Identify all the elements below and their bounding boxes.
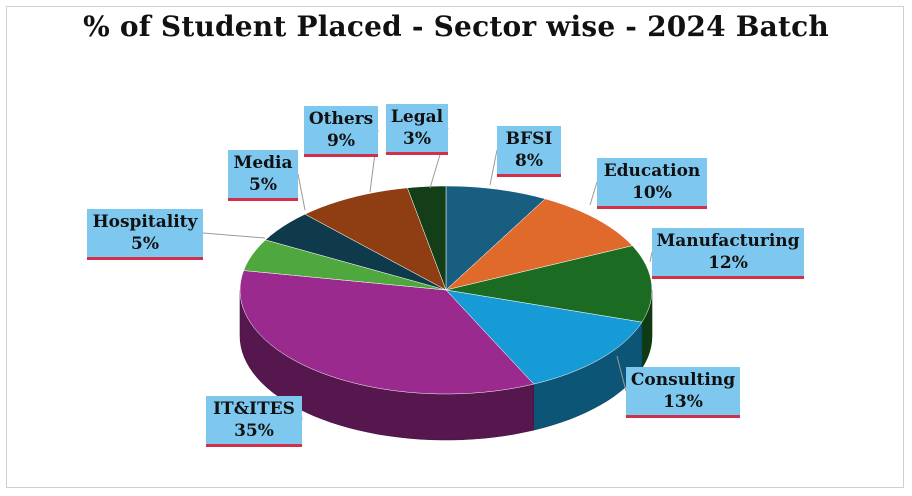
data-label-value: 5% bbox=[249, 175, 277, 195]
pie-slice-bfsi bbox=[445, 185, 546, 291]
data-label-consulting: Consulting 13% bbox=[626, 367, 740, 418]
data-label-category: Manufacturing bbox=[656, 231, 800, 251]
data-label-education: Education 10% bbox=[597, 158, 707, 209]
data-label-category: Others bbox=[308, 109, 374, 129]
pie-top bbox=[239, 185, 653, 395]
pie-sides bbox=[239, 289, 653, 441]
data-label-category: Consulting bbox=[630, 370, 736, 390]
pie-slice-it-ites bbox=[239, 270, 535, 395]
data-label-value: 10% bbox=[632, 183, 672, 203]
data-label-value: 8% bbox=[515, 151, 543, 171]
data-label-category: Hospitality bbox=[92, 212, 198, 232]
data-label-value: 9% bbox=[327, 131, 355, 151]
data-label-it-ites: IT&ITES 35% bbox=[206, 396, 302, 447]
data-label-media: Media 5% bbox=[228, 150, 298, 201]
pie-slice-education bbox=[445, 198, 633, 291]
data-label-others: Others 9% bbox=[304, 106, 378, 157]
pie-slice-media bbox=[264, 213, 447, 291]
pie-slice-manufacturing bbox=[445, 245, 653, 323]
data-label-legal: Legal 3% bbox=[386, 104, 448, 155]
data-label-bfsi: BFSI 8% bbox=[497, 126, 561, 177]
data-label-value: 5% bbox=[131, 234, 159, 254]
data-label-category: IT&ITES bbox=[213, 399, 295, 419]
pie-slice-legal bbox=[407, 185, 447, 291]
data-label-manufacturing: Manufacturing 12% bbox=[652, 228, 804, 279]
leader-line bbox=[589, 181, 598, 206]
data-label-category: Education bbox=[603, 161, 701, 181]
data-label-category: BFSI bbox=[505, 129, 553, 149]
leader-line bbox=[489, 149, 498, 186]
chart-title: % of Student Placed - Sector wise - 2024… bbox=[83, 10, 829, 43]
pie-slice-others bbox=[304, 187, 447, 291]
data-label-category: Legal bbox=[390, 107, 444, 127]
leader-line bbox=[616, 355, 627, 392]
leader-line bbox=[297, 173, 306, 211]
data-label-hospitality: Hospitality 5% bbox=[87, 209, 203, 260]
data-label-category: Media bbox=[233, 153, 293, 173]
data-label-value: 12% bbox=[708, 253, 748, 273]
pie-slice-consulting bbox=[445, 289, 643, 385]
data-label-value: 3% bbox=[403, 129, 431, 149]
leader-line bbox=[649, 251, 653, 263]
pie-slice-hospitality bbox=[243, 239, 447, 291]
leader-line bbox=[202, 232, 266, 239]
data-label-value: 13% bbox=[663, 392, 703, 412]
data-label-value: 35% bbox=[234, 421, 274, 441]
